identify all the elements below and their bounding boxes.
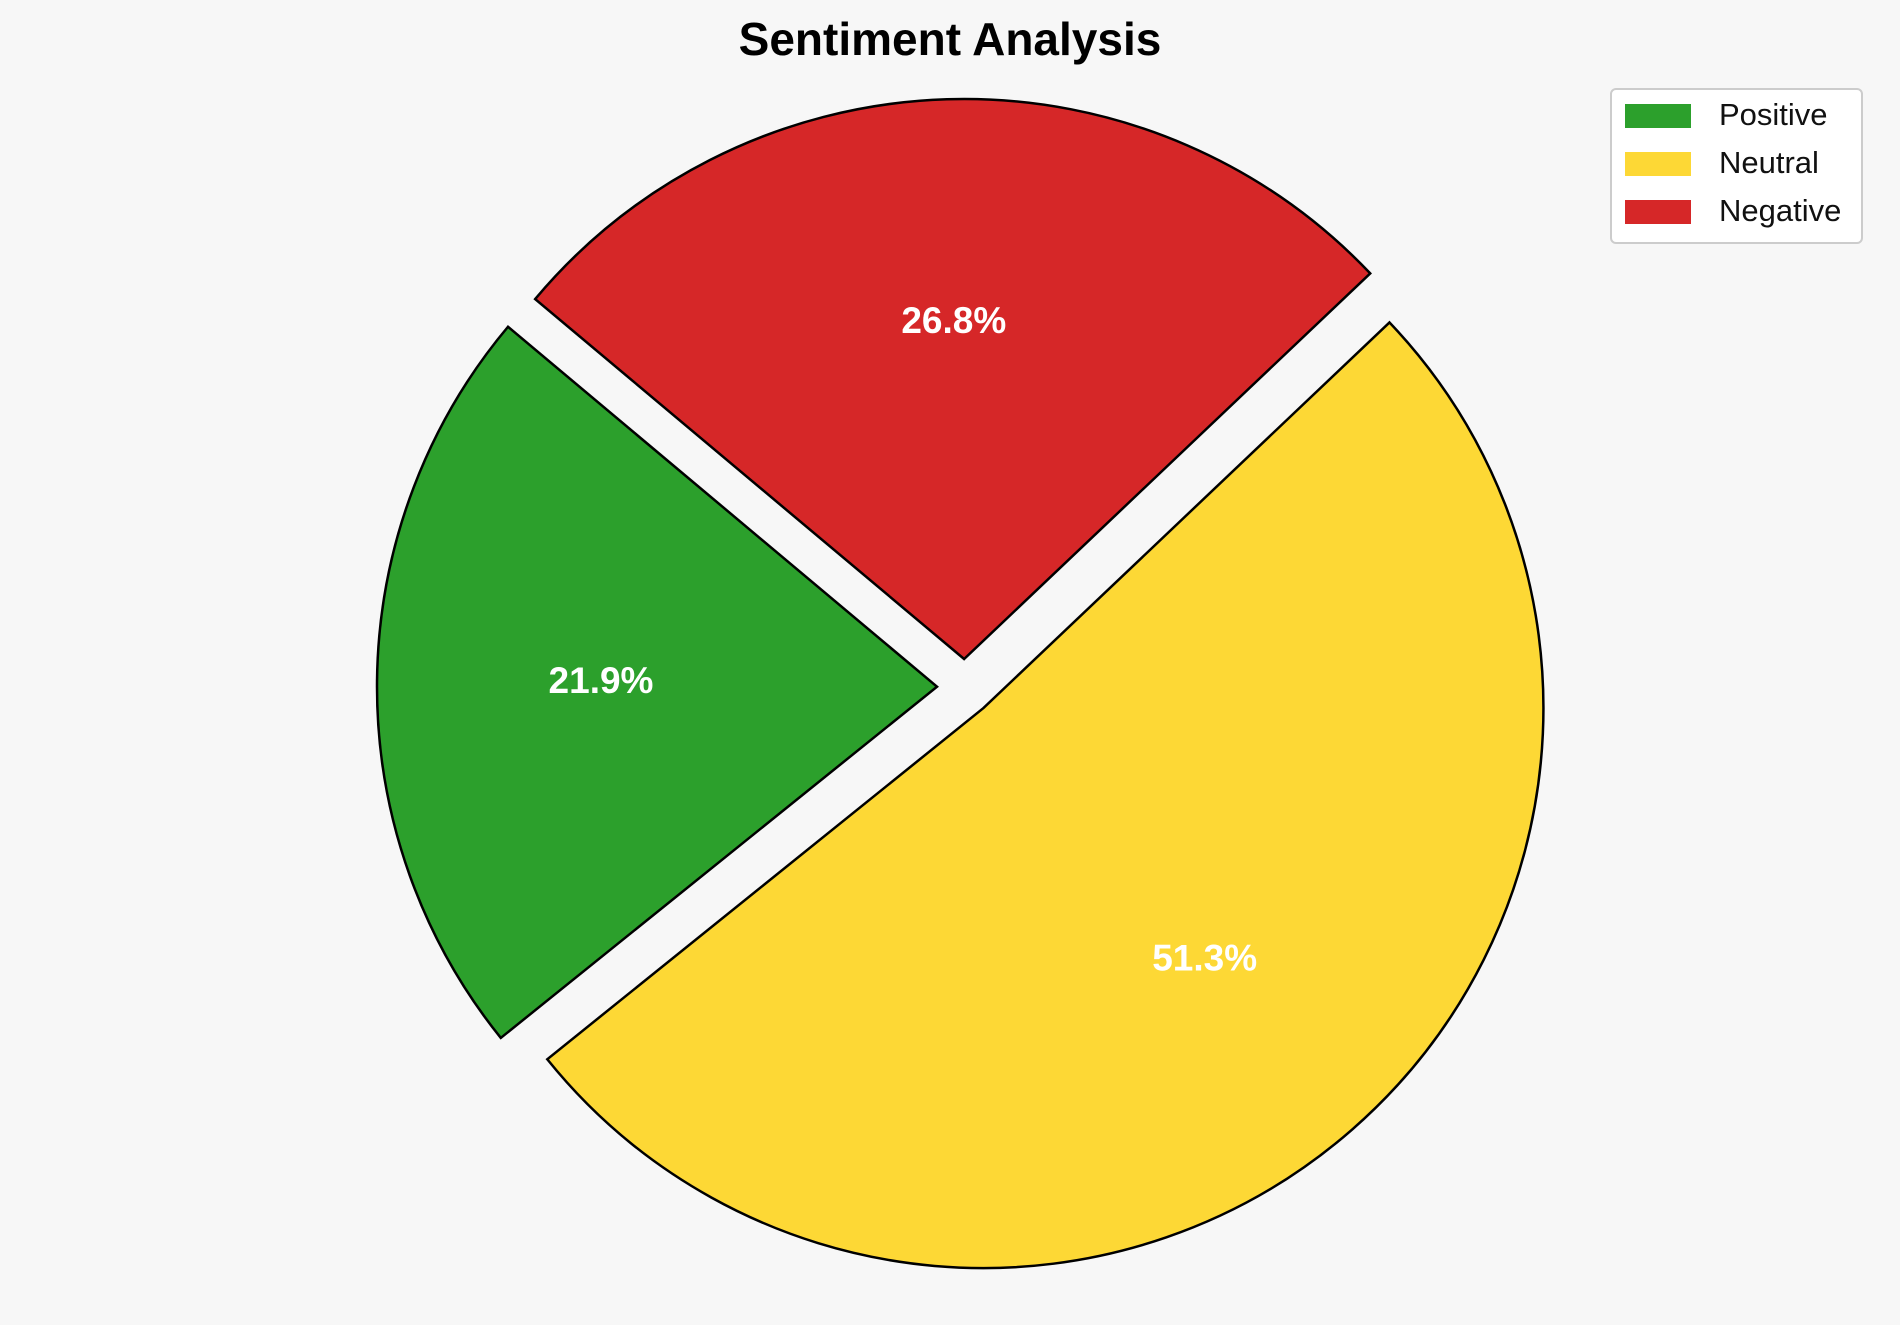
slice-label-positive: 21.9%: [549, 660, 654, 701]
pie-slices: [375, 97, 1545, 1270]
legend-swatch-positive: [1625, 104, 1691, 128]
slice-label-negative: 26.8%: [901, 300, 1006, 341]
slice-labels: 21.9% 51.3% 26.8%: [549, 300, 1258, 979]
pie-slice-neutral: [545, 320, 1545, 1270]
legend-label-neutral: Neutral: [1719, 145, 1819, 180]
legend-swatch-neutral: [1625, 152, 1691, 176]
legend: Positive Neutral Negative: [1610, 88, 1863, 244]
pie-slice-positive: [375, 324, 939, 1040]
legend-swatch-negative: [1625, 200, 1691, 224]
pie-slice-negative: [533, 97, 1372, 661]
legend-label-positive: Positive: [1719, 97, 1828, 132]
legend-label-negative: Negative: [1719, 193, 1841, 228]
chart-title: Sentiment Analysis: [739, 13, 1162, 65]
slice-label-neutral: 51.3%: [1152, 938, 1257, 979]
